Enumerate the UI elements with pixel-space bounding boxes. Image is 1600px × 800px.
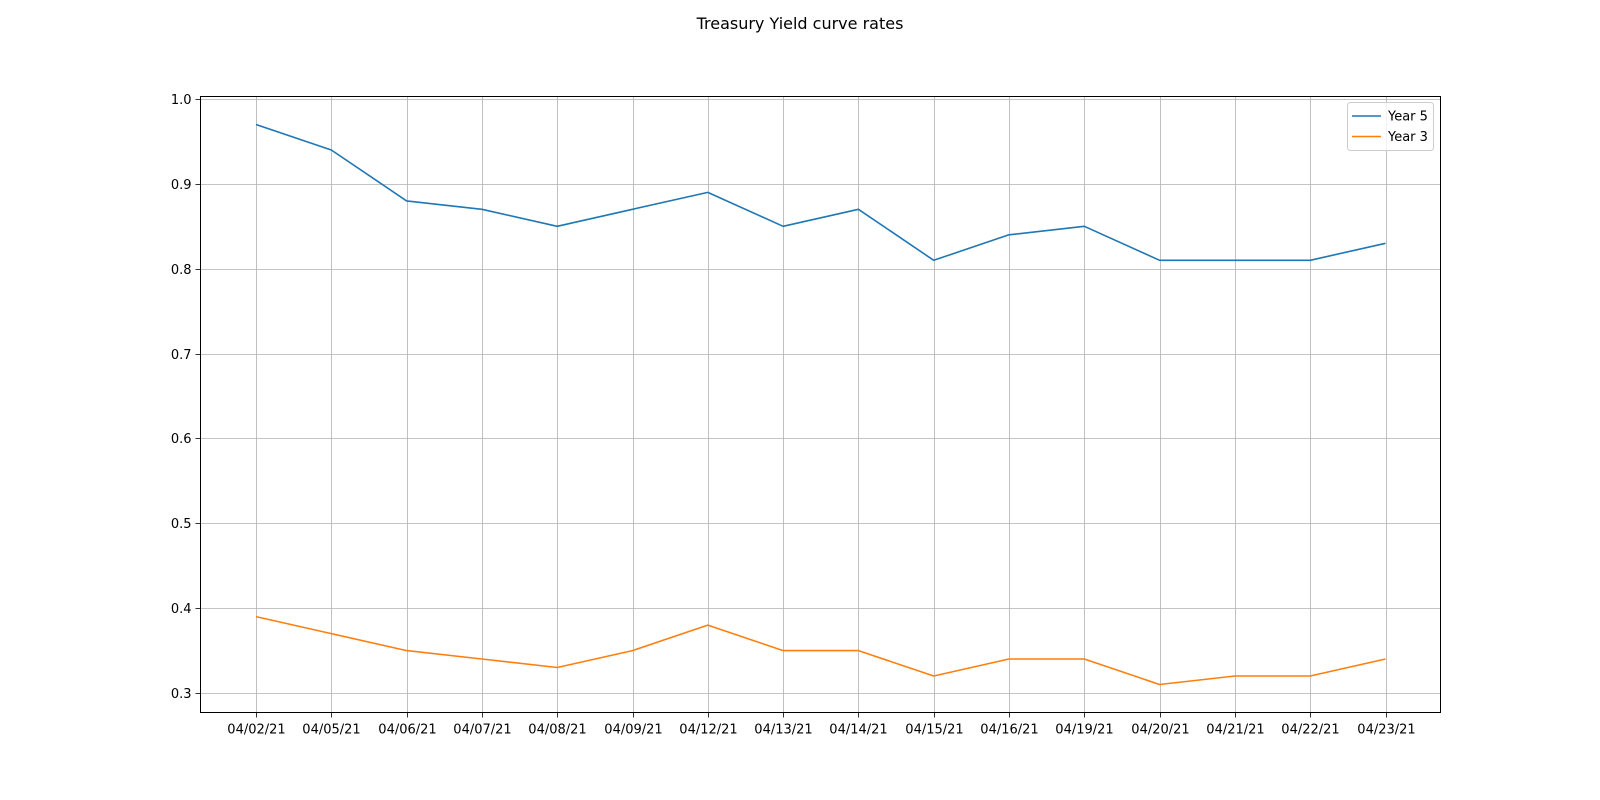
chart-title: Treasury Yield curve rates — [696, 14, 904, 33]
series-lines — [255, 123, 1386, 686]
x-tick-label: 04/19/21 — [1055, 723, 1113, 738]
y-tick-label: 0.3 — [171, 687, 192, 702]
legend: Year 5 Year 3 — [1347, 102, 1434, 151]
x-tick-label: 04/08/21 — [528, 723, 586, 738]
y-tick-label: 0.9 — [171, 178, 192, 193]
legend-box — [1347, 102, 1434, 151]
x-tick-label: 04/09/21 — [604, 723, 662, 738]
y-tick-label: 0.6 — [171, 432, 192, 447]
x-tick-label: 04/22/21 — [1281, 723, 1339, 738]
x-tick-label: 04/12/21 — [679, 723, 737, 738]
y-tick-label: 0.5 — [171, 517, 192, 532]
x-tick-label: 04/15/21 — [905, 723, 963, 738]
series-line-year-5 — [255, 123, 1386, 262]
y-tick-label: 0.8 — [171, 263, 192, 278]
x-tick-label: 04/05/21 — [302, 723, 360, 738]
x-tick-label: 04/16/21 — [980, 723, 1038, 738]
y-tick-label: 0.4 — [171, 602, 192, 617]
x-tick-label: 04/23/21 — [1357, 723, 1415, 738]
x-tick-label: 04/21/21 — [1206, 723, 1264, 738]
x-tick-label: 04/07/21 — [453, 723, 511, 738]
x-tick-label: 04/02/21 — [227, 723, 285, 738]
y-tick-label: 1.0 — [171, 93, 192, 108]
x-tick-label: 04/20/21 — [1131, 723, 1189, 738]
x-tick-label: 04/13/21 — [754, 723, 812, 738]
legend-label: Year 5 — [1387, 110, 1428, 125]
x-tick-label: 04/14/21 — [829, 723, 887, 738]
y-tick-label: 0.7 — [171, 348, 192, 363]
grid-lines — [200, 96, 1441, 713]
x-tick-label: 04/06/21 — [378, 723, 436, 738]
plot-frame — [200, 96, 1441, 713]
series-line-year-3 — [255, 615, 1386, 686]
axis-ticks: 04/02/21 04/05/21 04/06/21 04/07/21 04/08/21… — [171, 93, 1416, 738]
legend-label: Year 3 — [1387, 130, 1428, 145]
